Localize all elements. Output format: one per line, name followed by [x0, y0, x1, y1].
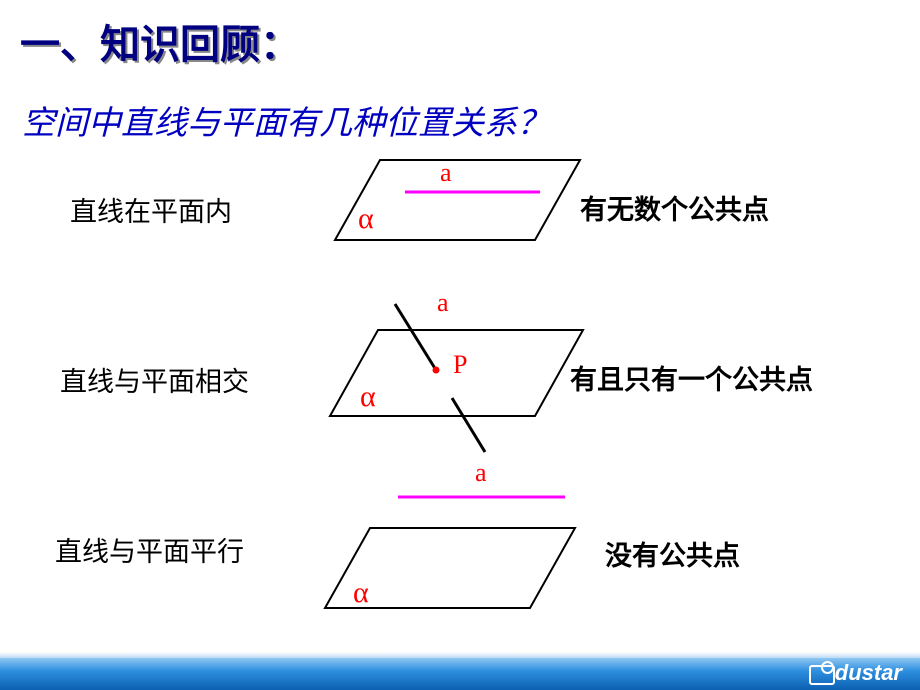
footer-logo-text: dustar [835, 660, 902, 686]
row3-a: a [475, 458, 487, 488]
row3-left-label: 直线与平面平行 [55, 530, 244, 569]
row1-left-label: 直线在平面内 [70, 190, 232, 229]
row2-a: a [437, 288, 449, 318]
row2-P: P [453, 350, 467, 380]
row1-alpha: α [358, 202, 374, 236]
row3-right-label: 没有公共点 [605, 534, 740, 573]
row1-a: a [440, 158, 452, 188]
diagram-canvas [0, 0, 920, 690]
row2-alpha: α [360, 380, 376, 414]
footer-bar [0, 658, 920, 690]
slide: 一、知识回顾： 一、知识回顾： 空间中直线与平面有几种位置关系？ 直线在平面内 … [0, 0, 920, 690]
logo-icon [809, 663, 833, 683]
row2-right-label: 有且只有一个公共点 [570, 358, 813, 397]
row1-right-label: 有无数个公共点 [580, 188, 769, 227]
row3-alpha: α [353, 576, 369, 610]
footer-logo: dustar [809, 660, 902, 686]
row2-left-label: 直线与平面相交 [60, 360, 249, 399]
